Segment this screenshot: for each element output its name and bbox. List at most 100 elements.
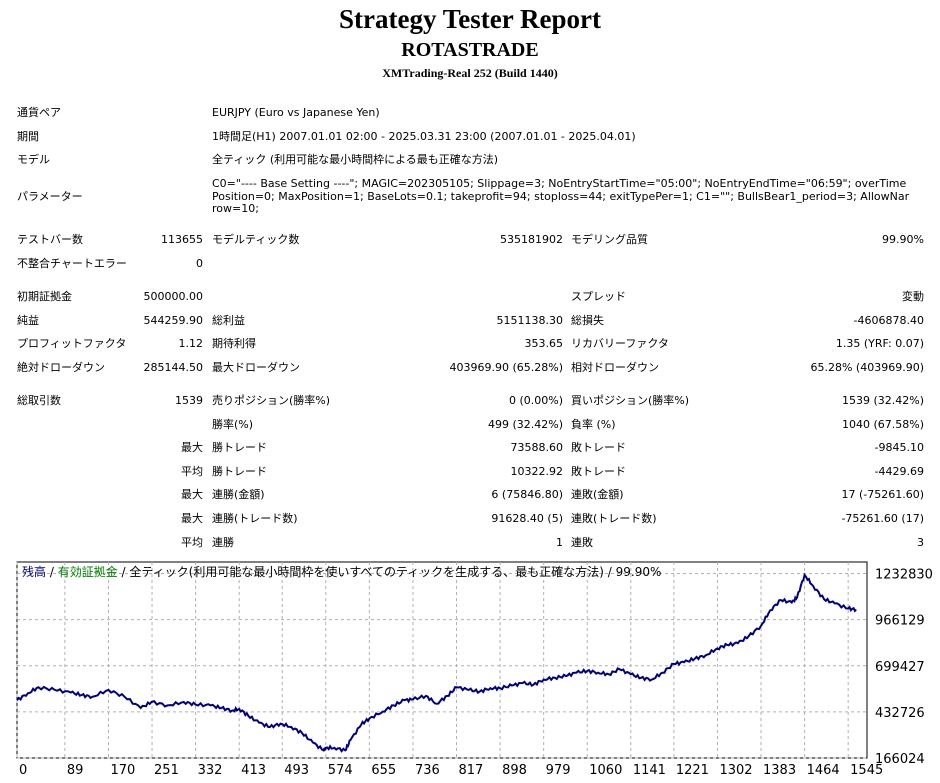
balance-line	[16, 572, 857, 753]
deposit-label: 初期証拠金	[17, 290, 72, 303]
period-value: 1時間足(H1) 2007.01.01 02:00 - 2025.03.31 2…	[212, 130, 636, 143]
trades-value: 1539	[175, 394, 203, 407]
max-cons-profit-label: 連勝(トレード数)	[212, 512, 298, 525]
x-tick-label: 251	[154, 763, 179, 778]
model-value: 全ティック (利用可能な最小時間枠による最も正確な方法)	[212, 153, 499, 166]
mismatch-label: 不整合チャートエラー	[17, 257, 127, 270]
max-dd-value: 403969.90 (65.28%)	[449, 361, 563, 374]
spread-label: スプレッド	[571, 290, 626, 303]
avg-word-2: 平均	[181, 536, 203, 549]
plot-frame	[16, 561, 868, 759]
max-word: 最大	[181, 441, 203, 454]
quality-value: 99.90%	[882, 233, 924, 246]
x-tick-label: 1221	[676, 763, 709, 778]
symbol-value: EURJPY (Euro vs Japanese Yen)	[212, 106, 380, 119]
x-tick-label: 1060	[589, 763, 622, 778]
x-tick-label: 817	[459, 763, 484, 778]
x-tick-label: 89	[67, 763, 84, 778]
abs-dd-label: 絶対ドローダウン	[17, 361, 105, 374]
x-tick-label: 736	[415, 763, 440, 778]
x-tick-label: 898	[502, 763, 527, 778]
server-build: XMTrading-Real 252 (Build 1440)	[382, 66, 558, 80]
x-tick-label: 1302	[719, 763, 752, 778]
x-tick-label: 413	[241, 763, 266, 778]
short-value: 0 (0.00%)	[508, 394, 563, 407]
win-pct-value: 499 (32.42%)	[487, 418, 563, 431]
max-cons-win-label: 連勝(金額)	[212, 488, 265, 501]
abs-dd-value: 285144.50	[143, 361, 204, 374]
expected-label: 期待利得	[212, 337, 256, 350]
largest-win-label: 勝トレード	[212, 441, 267, 454]
max-cons-win-value: 6 (75846.80)	[491, 488, 563, 501]
x-tick-label: 979	[546, 763, 571, 778]
avg-word: 平均	[181, 465, 203, 478]
balance-chart: 残高 / 有効証拠金 / 全ティック(利用可能な最小時間枠を使いすべてのティック…	[16, 561, 933, 778]
gross-profit-value: 5151138.30	[496, 314, 563, 327]
avg-cons-loss-value: 3	[917, 536, 924, 549]
gross-loss-label: 総損失	[571, 314, 604, 327]
rel-dd-label: 相対ドローダウン	[571, 361, 659, 374]
net-label: 純益	[17, 314, 39, 327]
largest-win-value: 73588.60	[510, 441, 564, 454]
max-cons-loss-value: 17 (-75261.60)	[841, 488, 924, 501]
win-pct-label: 勝率(%)	[212, 418, 254, 431]
legend-equity: 有効証拠金	[58, 564, 118, 579]
max-cons-lossamt-value: -75261.60 (17)	[841, 512, 924, 525]
x-tick-label: 1464	[807, 763, 840, 778]
largest-loss-label: 敗トレード	[571, 441, 626, 454]
net-value: 544259.90	[143, 314, 204, 327]
max-cons-loss-label: 連敗(金額)	[571, 488, 624, 501]
x-tick-label: 655	[371, 763, 396, 778]
x-tick-label: 332	[198, 763, 223, 778]
x-tick-label: 574	[328, 763, 353, 778]
x-tick-label: 1545	[850, 763, 883, 778]
avg-loss-value: -4429.69	[874, 465, 924, 478]
gross-loss-value: -4606878.40	[853, 314, 924, 327]
avg-cons-win-value: 1	[556, 536, 563, 549]
max-cons-lossamt-label: 連敗(トレード数)	[571, 512, 657, 525]
legend: 残高 / 有効証拠金 / 全ティック(利用可能な最小時間枠を使いすべてのティック…	[22, 564, 661, 579]
legend-model: / 全ティック(利用可能な最小時間枠を使いすべてのティックを生成する、最も正確な…	[118, 564, 662, 579]
trades-label: 総取引数	[17, 394, 61, 407]
y-tick-label: 966129	[875, 614, 925, 629]
y-tick-label: 166024	[875, 752, 925, 767]
model-label: モデル	[17, 153, 50, 166]
avg-win-label: 勝トレード	[212, 465, 267, 478]
chart-grid	[16, 562, 867, 759]
avg-cons-win-label: 連勝	[212, 536, 234, 549]
pf-label: プロフィットファクタ	[17, 337, 127, 350]
legend-balance: 残高	[22, 564, 46, 579]
y-tick-label: 432726	[875, 706, 925, 721]
quality-label: モデリング品質	[571, 233, 648, 246]
report-title: Strategy Tester Report	[339, 4, 601, 34]
max-word-3: 最大	[181, 512, 203, 525]
largest-loss-value: -9845.10	[874, 441, 924, 454]
legend-sep: /	[46, 565, 58, 579]
x-tick-label: 0	[19, 763, 27, 778]
deposit-value: 500000.00	[143, 290, 204, 303]
recovery-label: リカバリーファクタ	[571, 337, 669, 350]
expected-value: 353.65	[524, 337, 564, 350]
max-cons-profit-value: 91628.40 (5)	[491, 512, 563, 525]
recovery-value: 1.35 (YRF: 0.07)	[835, 337, 924, 350]
rel-dd-value: 65.28% (403969.90)	[810, 361, 924, 374]
pf-value: 1.12	[178, 337, 204, 350]
gross-profit-label: 総利益	[212, 314, 245, 327]
long-value: 1539 (32.42%)	[841, 394, 924, 407]
x-tick-label: 1141	[633, 763, 666, 778]
x-tick-label: 1383	[763, 763, 796, 778]
ea-name: ROTASTRADE	[401, 39, 539, 61]
long-label: 買いポジション(勝率%)	[571, 394, 690, 407]
avg-loss-label: 敗トレード	[571, 465, 626, 478]
period-label: 期間	[17, 130, 39, 143]
y-axis: 1232830 966129 699427 432726 166024	[875, 568, 933, 767]
avg-win-value: 10322.92	[510, 465, 564, 478]
x-axis: 0 89 170 251 332 413 493 574 655 736 817 898 979 1060…	[19, 763, 883, 778]
loss-pct-value: 1040 (67.58%)	[841, 418, 924, 431]
params-label: パラメーター	[17, 190, 83, 203]
bars-value: 113655	[161, 233, 203, 246]
x-tick-label: 493	[284, 763, 309, 778]
y-tick-label: 1232830	[875, 568, 933, 583]
params-value: C0="---- Base Setting ----"; MAGIC=20230…	[212, 177, 910, 215]
avg-cons-loss-label: 連敗	[571, 536, 593, 549]
